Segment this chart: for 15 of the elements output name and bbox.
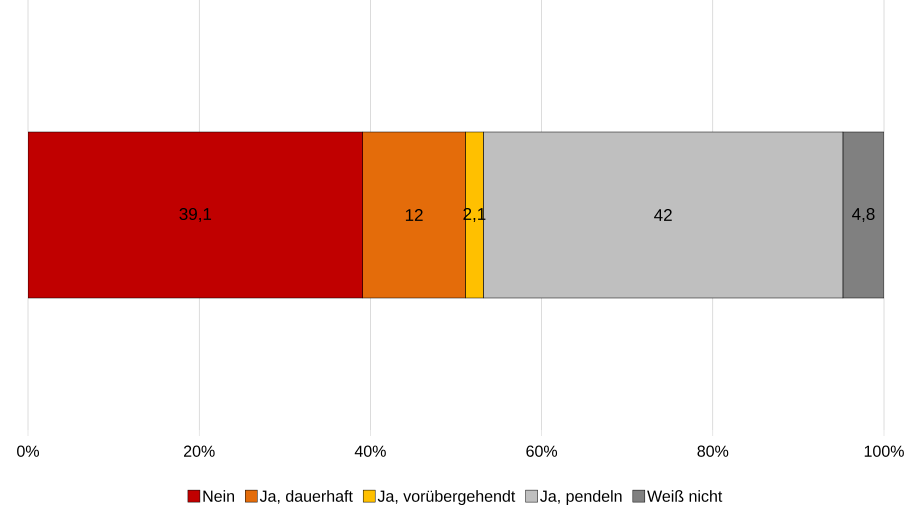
x-tick-label: 40% — [354, 446, 386, 457]
legend-label: Ja, pendeln — [540, 490, 622, 506]
x-tick-label: 80% — [697, 446, 728, 457]
data-label: 42 — [654, 209, 672, 221]
data-label: 12 — [406, 209, 423, 221]
legend-label: Nein — [203, 490, 234, 502]
x-tick-label: 0% — [17, 446, 39, 457]
legend-label: Ja, dauerhaft — [260, 490, 353, 504]
legend-label: Ja, vorübergehendt — [378, 490, 516, 506]
data-label: 4,8 — [852, 208, 875, 222]
legend-label: Weiß nicht — [647, 490, 722, 502]
x-tick-label: 20% — [184, 446, 215, 457]
data-label: 39,1 — [179, 208, 212, 222]
x-tick-label: 60% — [526, 446, 558, 457]
x-tick-label: 100% — [864, 446, 904, 457]
